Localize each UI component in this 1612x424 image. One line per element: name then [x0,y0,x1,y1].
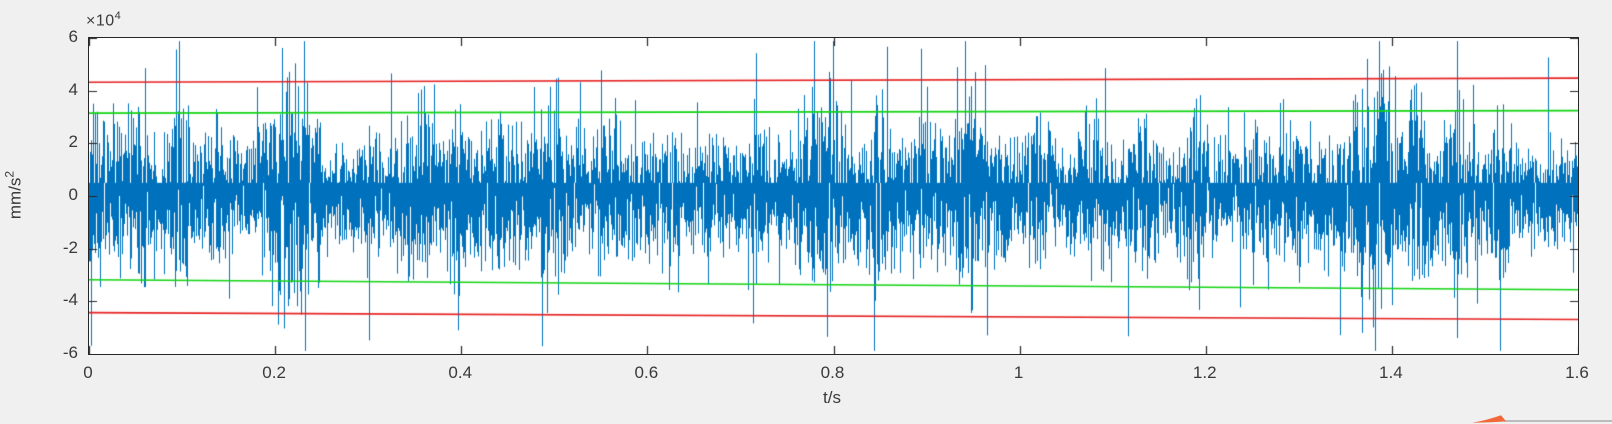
x-tick-label: 1.6 [1565,363,1589,382]
cropped-logo-fragment [1472,415,1612,423]
y-tick-label: 4 [68,79,78,99]
y-axis-label-exponent: 2 [2,170,17,178]
y-tick-label: 0 [68,185,78,204]
y-axis-multiplier-exponent: 4 [114,10,122,22]
y-tick-label: 6 [68,27,78,46]
signal-plot-canvas [89,38,1578,354]
x-tick-label: 0 [83,363,93,382]
y-tick-label: -6 [62,343,78,362]
y-axis-multiplier-base: ×10 [86,12,115,30]
y-axis-multiplier: ×104 [86,10,121,30]
x-tick-label: 0.8 [820,363,845,382]
y-tick-label: -2 [62,237,78,257]
x-tick-label: 0.6 [634,363,659,382]
y-tick-label: 2 [68,132,78,152]
x-tick-label: 1.4 [1379,363,1403,382]
x-axis-label: t/s [823,388,841,407]
logo-swoosh-icon [1472,415,1506,423]
x-tick-label: 0.4 [448,363,473,382]
plot-area [88,37,1579,355]
x-tick-label: 0.2 [262,363,286,382]
y-tick-label: -4 [62,290,78,310]
x-tick-label: 1.2 [1192,363,1217,382]
x-tick-label: 1 [1013,363,1024,382]
